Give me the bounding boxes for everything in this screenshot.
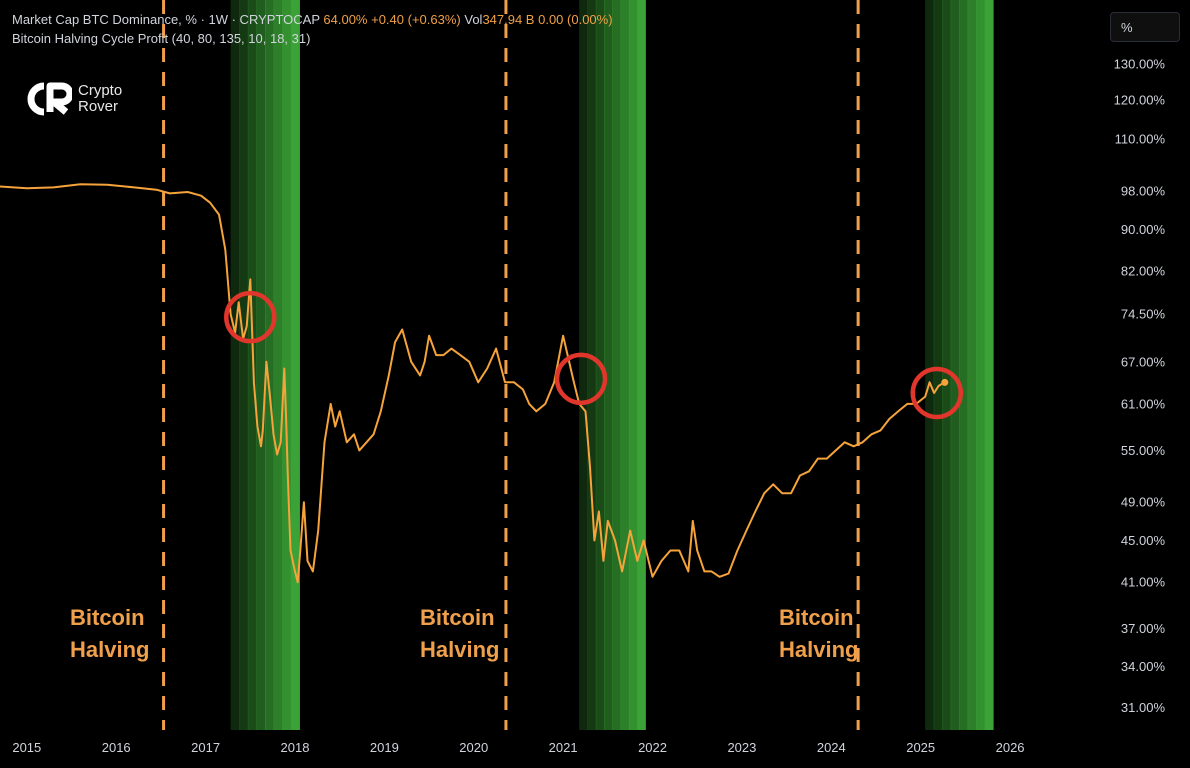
x-tick-label: 2020	[459, 740, 488, 755]
highlight-circles	[224, 290, 964, 420]
crypto-rover-logo: Crypto Rover	[24, 82, 122, 116]
indicator-legend: Bitcoin Halving Cycle Profit (40, 80, 13…	[12, 31, 311, 46]
chart-legend: Market Cap BTC Dominance, % · 1W · CRYPT…	[12, 10, 613, 48]
legend-vol-value: 347.94 B	[482, 12, 535, 27]
y-tick-label: 67.00%	[1121, 354, 1166, 369]
profit-band-3-stripe	[967, 0, 977, 730]
y-tick-label: 31.00%	[1121, 700, 1166, 715]
profit-band-1-stripe	[256, 0, 266, 730]
profit-band-2-stripe	[604, 0, 613, 730]
profit-band-2-stripe	[587, 0, 597, 730]
x-tick-label: 2019	[370, 740, 399, 755]
dominance-series	[0, 183, 949, 584]
halving-lines	[162, 0, 860, 730]
halving-label-2-line2: Halving	[420, 637, 500, 662]
y-tick-label: 74.50%	[1121, 307, 1166, 322]
x-tick-label: 2017	[191, 740, 220, 755]
y-tick-label: 37.00%	[1121, 621, 1166, 636]
y-tick-label: 41.00%	[1121, 575, 1166, 590]
x-axis: 2015 2016 2017 2018 2019 2020 2021 2022 2023 2024…	[12, 740, 1024, 755]
profit-band-1-stripe	[230, 0, 240, 730]
logo-text-line2: Rover	[78, 98, 119, 115]
highlight-circle-3	[910, 366, 964, 420]
y-tick-label: 120.00%	[1114, 93, 1166, 108]
halving-label-1-line1: Bitcoin	[70, 605, 145, 630]
y-axis: 130.00% 120.00% 110.00% 98.00% 90.00% 82.00% 7…	[1114, 57, 1166, 716]
legend-last-value: 64.00%	[323, 12, 368, 27]
x-tick-label: 2024	[817, 740, 846, 755]
highlight-circle-1	[224, 290, 277, 344]
profit-band-1-stripe	[282, 0, 292, 730]
cr-logo-icon	[27, 82, 72, 116]
y-tick-label: 61.00%	[1121, 396, 1166, 411]
halving-label-3-line2: Halving	[779, 637, 859, 662]
x-tick-label: 2016	[102, 740, 131, 755]
y-tick-label: 45.00%	[1121, 533, 1166, 548]
profit-band-3-stripe	[959, 0, 969, 730]
profit-band-1-stripe	[239, 0, 249, 730]
profit-band-3-stripe	[950, 0, 960, 730]
halving-label-1-line2: Halving	[70, 637, 150, 662]
profit-band-3-stripe	[984, 0, 994, 730]
legend-symbol: Market Cap BTC Dominance, % · 1W · CRYPT…	[12, 12, 320, 27]
profit-band-3-stripe	[925, 0, 935, 730]
halving-label-2: Bitcoin Halving	[420, 602, 499, 666]
percent-scale-button[interactable]: %	[1110, 12, 1180, 42]
profit-band-3-stripe	[942, 0, 952, 730]
profit-band-2-stripe	[612, 0, 622, 730]
profit-band-2-stripe	[579, 0, 589, 730]
highlight-circle-2	[554, 352, 608, 406]
y-tick-label: 98.00%	[1121, 184, 1166, 199]
y-tick-label: 34.00%	[1121, 659, 1166, 674]
x-tick-label: 2026	[996, 740, 1025, 755]
x-tick-label: 2025	[906, 740, 935, 755]
profit-band-2-stripe	[620, 0, 630, 730]
profit-band-1-stripe	[265, 0, 275, 730]
profit-band-3-stripe	[933, 0, 943, 730]
profit-band-1-stripe	[290, 0, 300, 730]
x-tick-label: 2022	[638, 740, 667, 755]
profit-band-2-stripe	[628, 0, 638, 730]
halving-label-3: Bitcoin Halving	[779, 602, 858, 666]
x-tick-label: 2015	[12, 740, 41, 755]
profit-bands	[230, 0, 994, 730]
legend-vol-label: Vol	[464, 12, 483, 27]
y-tick-label: 49.00%	[1121, 495, 1166, 510]
dominance-line	[0, 183, 946, 584]
y-tick-label: 82.00%	[1121, 264, 1166, 279]
profit-band-1-stripe	[273, 0, 283, 730]
x-tick-label: 2021	[549, 740, 578, 755]
last-value-point	[941, 378, 949, 386]
logo-text-line1: Crypto	[78, 82, 123, 99]
halving-label-2-line1: Bitcoin	[420, 605, 495, 630]
profit-band-3-stripe	[976, 0, 986, 730]
profit-band-2-stripe	[637, 0, 646, 730]
legend-vol-change: 0.00 (0.00%)	[538, 12, 613, 27]
y-tick-label: 110.00%	[1115, 132, 1166, 147]
halving-label-1: Bitcoin Halving	[70, 602, 149, 666]
x-tick-label: 2023	[727, 740, 756, 755]
y-tick-label: 130.00%	[1114, 57, 1166, 72]
y-tick-label: 90.00%	[1121, 222, 1166, 237]
y-tick-label: 55.00%	[1121, 443, 1166, 458]
halving-label-3-line1: Bitcoin	[779, 605, 854, 630]
x-tick-label: 2018	[281, 740, 310, 755]
legend-change: +0.40 (+0.63%)	[371, 12, 461, 27]
